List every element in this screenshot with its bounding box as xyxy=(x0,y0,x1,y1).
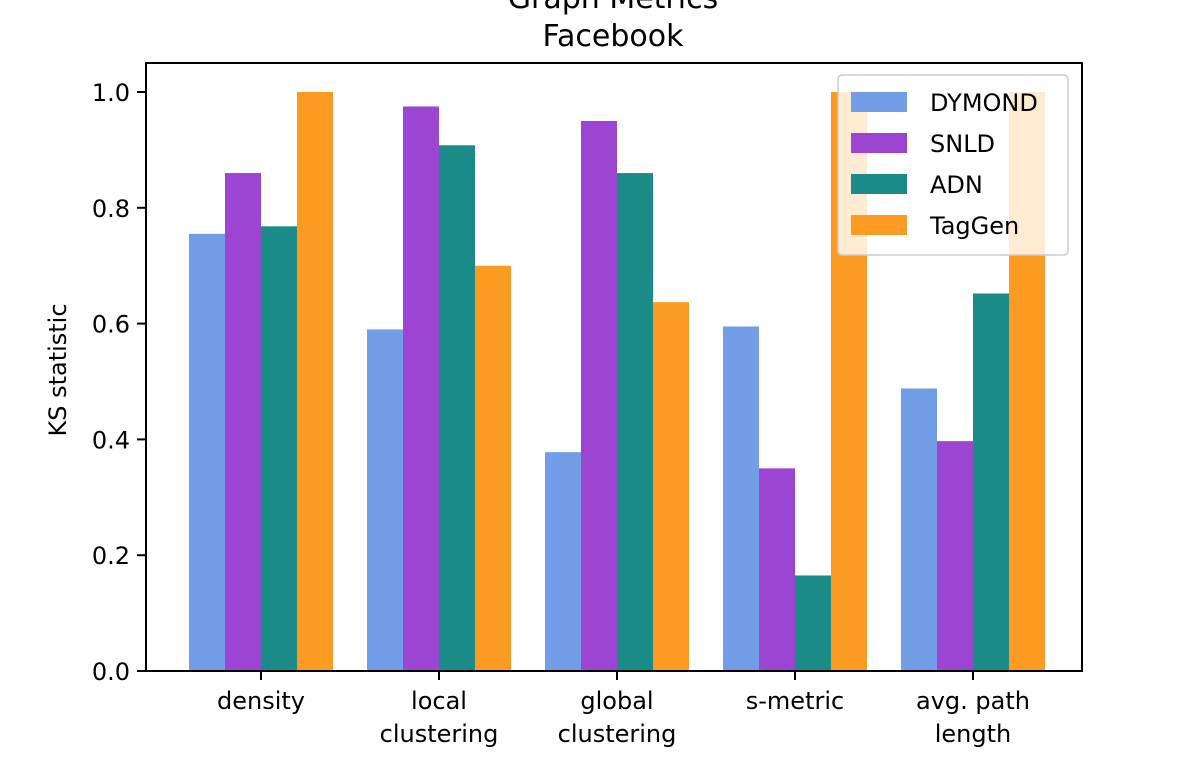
x-ticks: density local clustering global clustering s-… xyxy=(217,671,1030,748)
legend-label-snld: SNLD xyxy=(930,130,995,158)
bar-dymond-0 xyxy=(189,233,225,672)
bar-snld-3 xyxy=(759,468,795,671)
x-tick-label-4-1: length xyxy=(935,720,1012,748)
bar-taggen-1 xyxy=(475,265,511,671)
bar-taggen-2 xyxy=(653,302,689,671)
legend-swatch-adn xyxy=(851,174,907,194)
bar-snld-4 xyxy=(937,441,973,671)
y-tick-label-5: 1.0 xyxy=(92,79,130,107)
y-axis-label: KS statistic xyxy=(44,303,72,436)
chart-title: Graph Metrics Facebook xyxy=(508,0,718,54)
x-tick-label-3-0: s-metric xyxy=(746,687,844,715)
y-tick-label-0: 0.0 xyxy=(92,658,130,686)
bar-snld-2 xyxy=(581,120,617,671)
legend-label-adn: ADN xyxy=(930,171,983,199)
bar-snld-0 xyxy=(225,173,261,671)
legend-label-taggen: TagGen xyxy=(929,212,1019,240)
x-tick-label-1-0: local xyxy=(411,687,467,715)
legend-label-dymond: DYMOND xyxy=(930,89,1038,117)
title-line-0: Graph Metrics xyxy=(508,0,718,16)
axes-group xyxy=(145,62,1083,672)
bar-adn-4 xyxy=(973,293,1009,671)
x-tick-label-2-0: global xyxy=(580,687,653,715)
bar-adn-3 xyxy=(795,575,831,671)
y-tick-label-4: 0.8 xyxy=(92,195,130,223)
bar-dymond-3 xyxy=(723,326,759,671)
bar-adn-1 xyxy=(439,145,475,671)
legend-swatch-taggen xyxy=(851,215,907,235)
y-tick-label-1: 0.2 xyxy=(92,542,130,570)
bar-taggen-0 xyxy=(297,92,333,671)
y-tick-label-3: 0.6 xyxy=(92,311,130,339)
x-tick-label-2-1: clustering xyxy=(558,720,677,748)
legend-swatch-dymond xyxy=(851,92,907,112)
bar-snld-1 xyxy=(403,106,439,672)
legend-swatch-snld xyxy=(851,133,907,153)
plot-frame xyxy=(145,62,1083,672)
bar-adn-2 xyxy=(617,173,653,671)
legend: DYMOND SNLD ADN TagGen xyxy=(837,74,1069,256)
bar-dymond-4 xyxy=(901,388,937,671)
bars-group xyxy=(189,92,1045,672)
legend-box xyxy=(837,74,1069,256)
x-tick-label-4-0: avg. path xyxy=(916,687,1030,715)
bar-dymond-1 xyxy=(367,329,403,671)
title-line-1: Facebook xyxy=(543,19,685,54)
bar-adn-0 xyxy=(261,226,297,671)
y-ticks: 0.0 0.2 0.4 0.6 0.8 1.0 xyxy=(92,79,146,686)
x-tick-label-0-0: density xyxy=(217,687,305,715)
x-tick-label-1-1: clustering xyxy=(380,720,499,748)
bar-dymond-2 xyxy=(545,452,581,671)
y-tick-label-2: 0.4 xyxy=(92,426,130,454)
